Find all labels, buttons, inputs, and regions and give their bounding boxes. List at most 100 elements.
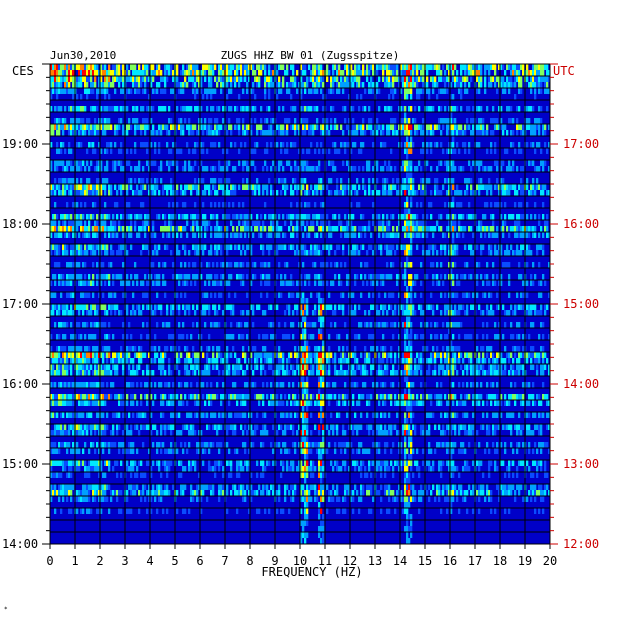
spectrogram-cell — [484, 274, 487, 280]
spectrogram-cell — [134, 118, 137, 124]
spectrogram-cell — [260, 232, 263, 238]
spectrogram-cell — [362, 70, 365, 76]
spectrogram-cell — [542, 130, 545, 136]
spectrogram-cell — [56, 352, 59, 358]
spectrogram-cell — [400, 184, 403, 190]
spectrogram-cell — [234, 244, 237, 250]
spectrogram-cell — [86, 76, 89, 82]
spectrogram-cell — [318, 352, 321, 358]
spectrogram-cell — [326, 76, 329, 82]
spectrogram-cell — [352, 292, 355, 298]
spectrogram-cell — [336, 178, 339, 184]
spectrogram-cell — [256, 184, 259, 190]
spectrogram-cell — [154, 148, 157, 154]
spectrogram-cell — [300, 346, 303, 352]
spectrogram-cell — [492, 358, 495, 364]
spectrogram-cell — [254, 190, 257, 196]
spectrogram-cell — [406, 256, 409, 262]
spectrogram-cell — [504, 190, 507, 196]
spectrogram-cell — [468, 178, 471, 184]
spectrogram-cell — [414, 124, 417, 130]
spectrogram-cell — [450, 124, 453, 130]
spectrogram-cell — [264, 280, 267, 286]
spectrogram-cell — [140, 130, 143, 136]
spectrogram-cell — [414, 130, 417, 136]
spectrogram-cell — [464, 88, 467, 94]
spectrogram-cell — [362, 280, 365, 286]
spectrogram-cell — [238, 76, 241, 82]
spectrogram-cell — [182, 322, 185, 328]
spectrogram-cell — [518, 184, 521, 190]
spectrogram-cell — [84, 262, 87, 268]
spectrogram-cell — [490, 184, 493, 190]
spectrogram-cell — [250, 160, 253, 166]
spectrogram-cell — [384, 142, 387, 148]
spectrogram-cell — [316, 346, 319, 352]
spectrogram-cell — [514, 232, 517, 238]
spectrogram-cell — [160, 358, 163, 364]
spectrogram-cell — [452, 94, 455, 100]
spectrogram-cell — [152, 280, 155, 286]
spectrogram-cell — [200, 178, 203, 184]
spectrogram-cell — [422, 334, 425, 340]
spectrogram-cell — [128, 226, 131, 232]
spectrogram-cell — [138, 310, 141, 316]
spectrogram-cell — [92, 250, 95, 256]
spectrogram-cell — [460, 322, 463, 328]
spectrogram-cell — [404, 112, 407, 118]
spectrogram-cell — [178, 310, 181, 316]
spectrogram-cell — [442, 232, 445, 238]
spectrogram-cell — [340, 292, 343, 298]
spectrogram-cell — [160, 76, 163, 82]
spectrogram-cell — [98, 142, 101, 148]
spectrogram-cell — [296, 220, 299, 226]
spectrogram-cell — [134, 220, 137, 226]
spectrogram-cell — [288, 280, 291, 286]
spectrogram-cell — [294, 118, 297, 124]
spectrogram-cell — [132, 82, 135, 88]
spectrogram-cell — [342, 82, 345, 88]
spectrogram-cell — [248, 124, 251, 130]
spectrogram-cell — [62, 310, 65, 316]
spectrogram-cell — [392, 322, 395, 328]
spectrogram-cell — [178, 334, 181, 340]
spectrogram-cell — [286, 124, 289, 130]
spectrogram-cell — [540, 244, 543, 250]
spectrogram-cell — [420, 148, 423, 154]
spectrogram-cell — [228, 202, 231, 208]
spectrogram-cell — [516, 76, 519, 82]
spectrogram-cell — [292, 310, 295, 316]
spectrogram-cell — [86, 310, 89, 316]
spectrogram-cell — [508, 214, 511, 220]
spectrogram-cell — [198, 106, 201, 112]
spectrogram-cell — [190, 184, 193, 190]
spectrogram-cell — [446, 118, 449, 124]
spectrogram-cell — [200, 310, 203, 316]
spectrogram-cell — [246, 166, 249, 172]
spectrogram-cell — [218, 166, 221, 172]
spectrogram-cell — [352, 352, 355, 358]
spectrogram-cell — [172, 214, 175, 220]
spectrogram-cell — [204, 292, 207, 298]
spectrogram-cell — [172, 226, 175, 232]
spectrogram-cell — [508, 280, 511, 286]
spectrogram-cell — [70, 346, 73, 352]
spectrogram-cell — [412, 178, 415, 184]
spectrogram-cell — [406, 136, 409, 142]
spectrogram-cell — [522, 214, 525, 220]
spectrogram-cell — [510, 334, 513, 340]
spectrogram-cell — [382, 304, 385, 310]
spectrogram-cell — [404, 202, 407, 208]
spectrogram-cell — [486, 202, 489, 208]
spectrogram-cell — [146, 70, 149, 76]
spectrogram-cell — [92, 322, 95, 328]
spectrogram-cell — [56, 364, 59, 370]
spectrogram-cell — [88, 232, 91, 238]
spectrogram-cell — [150, 118, 153, 124]
spectrogram-cell — [80, 118, 83, 124]
spectrogram-cell — [214, 274, 217, 280]
spectrogram-cell — [504, 322, 507, 328]
spectrogram-cell — [530, 106, 533, 112]
spectrogram-cell — [536, 118, 539, 124]
spectrogram-cell — [398, 322, 401, 328]
